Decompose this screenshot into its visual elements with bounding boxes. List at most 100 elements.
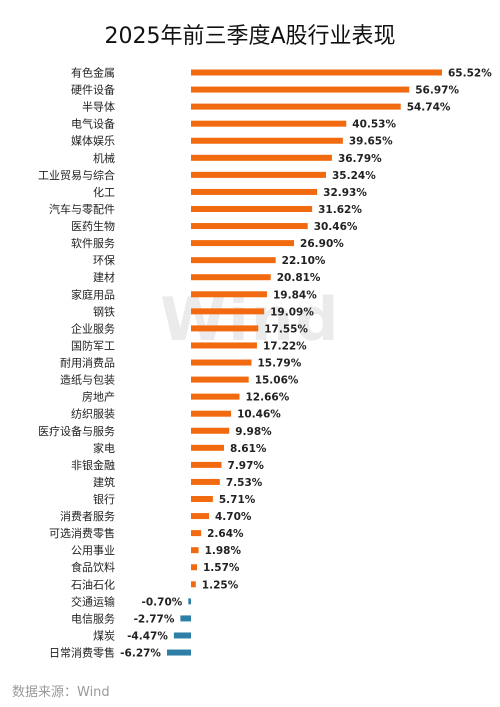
source-note: 数据来源：Wind bbox=[12, 685, 110, 700]
value-label-13: 19.84% bbox=[273, 289, 317, 301]
value-label-5: 36.79% bbox=[338, 153, 382, 165]
bar-13 bbox=[191, 291, 267, 298]
value-label-24: 7.53% bbox=[226, 477, 263, 489]
category-label-32: 电信服务 bbox=[71, 612, 115, 625]
category-label-31: 交通运输 bbox=[71, 594, 115, 608]
category-label-23: 非银金融 bbox=[71, 458, 115, 472]
category-label-0: 有色金属 bbox=[71, 66, 115, 80]
category-label-2: 半导体 bbox=[82, 100, 115, 114]
bar-16 bbox=[191, 342, 257, 349]
category-label-18: 造纸与包装 bbox=[60, 373, 115, 387]
value-label-22: 8.61% bbox=[230, 443, 267, 455]
category-label-34: 日常消费零售 bbox=[49, 646, 115, 660]
category-label-12: 建材 bbox=[93, 270, 115, 284]
value-label-25: 5.71% bbox=[219, 494, 256, 506]
value-label-26: 4.70% bbox=[215, 511, 252, 523]
value-label-4: 39.65% bbox=[349, 136, 393, 148]
value-label-33: -4.47% bbox=[127, 630, 168, 642]
bar-9 bbox=[191, 223, 308, 230]
bar-24 bbox=[191, 478, 220, 485]
category-label-9: 医药生物 bbox=[71, 219, 115, 233]
bar-30 bbox=[191, 581, 196, 588]
category-label-7: 化工 bbox=[93, 185, 115, 199]
bar-28 bbox=[191, 547, 199, 554]
value-label-12: 20.81% bbox=[277, 272, 321, 284]
category-label-17: 耐用消费品 bbox=[60, 356, 115, 370]
category-label-25: 银行 bbox=[93, 492, 115, 506]
bar-10 bbox=[191, 240, 295, 247]
category-label-15: 企业服务 bbox=[71, 321, 115, 335]
bar-2 bbox=[191, 103, 401, 110]
bar-25 bbox=[191, 496, 213, 502]
value-label-11: 22.10% bbox=[282, 255, 326, 267]
value-label-28: 1.98% bbox=[205, 545, 242, 557]
category-label-10: 软件服务 bbox=[71, 236, 115, 250]
bar-26 bbox=[191, 513, 210, 520]
category-label-29: 食品饮料 bbox=[71, 560, 115, 574]
category-label-5: 机械 bbox=[93, 151, 115, 165]
bar-32 bbox=[180, 615, 191, 622]
bar-31 bbox=[188, 598, 191, 605]
bar-8 bbox=[191, 205, 313, 212]
value-label-23: 7.97% bbox=[228, 460, 265, 472]
value-label-18: 15.06% bbox=[255, 375, 299, 387]
value-label-17: 15.79% bbox=[257, 358, 301, 370]
value-label-31: -0.70% bbox=[142, 596, 183, 608]
value-label-6: 35.24% bbox=[332, 170, 376, 182]
category-label-3: 电气设备 bbox=[71, 117, 115, 131]
category-label-28: 公用事业 bbox=[71, 544, 115, 557]
bar-23 bbox=[191, 461, 222, 468]
category-label-19: 房地产 bbox=[82, 390, 115, 404]
bar-6 bbox=[191, 171, 326, 178]
bar-34 bbox=[166, 649, 191, 656]
bar-21 bbox=[191, 427, 230, 434]
value-label-27: 2.64% bbox=[207, 528, 244, 540]
bar-11 bbox=[191, 257, 276, 264]
value-label-9: 30.46% bbox=[314, 221, 358, 233]
category-label-20: 纺织服装 bbox=[71, 407, 115, 421]
bar-15 bbox=[191, 325, 259, 332]
bar-17 bbox=[191, 359, 252, 366]
value-label-16: 17.22% bbox=[263, 340, 307, 352]
value-label-20: 10.46% bbox=[237, 409, 281, 421]
value-label-1: 56.97% bbox=[415, 85, 459, 97]
bar-20 bbox=[191, 410, 232, 417]
category-label-33: 煤炭 bbox=[93, 629, 115, 642]
value-label-8: 31.62% bbox=[318, 204, 362, 216]
value-label-29: 1.57% bbox=[203, 562, 240, 574]
value-label-10: 26.90% bbox=[300, 238, 344, 250]
value-label-15: 17.55% bbox=[264, 323, 308, 335]
bar-22 bbox=[191, 444, 224, 451]
value-label-3: 40.53% bbox=[352, 119, 396, 131]
category-label-8: 汽车与零配件 bbox=[49, 202, 115, 216]
value-label-19: 12.66% bbox=[246, 392, 290, 404]
category-label-14: 钢铁 bbox=[93, 305, 115, 318]
value-label-34: -6.27% bbox=[120, 648, 161, 660]
category-label-16: 国防军工 bbox=[71, 338, 115, 352]
category-label-22: 家电 bbox=[93, 441, 115, 455]
bar-12 bbox=[191, 274, 271, 281]
value-label-30: 1.25% bbox=[202, 579, 239, 591]
bar-18 bbox=[191, 376, 249, 383]
category-label-24: 建筑 bbox=[93, 475, 115, 489]
bar-3 bbox=[191, 120, 347, 127]
category-label-21: 医疗设备与服务 bbox=[38, 424, 115, 438]
bar-0 bbox=[191, 69, 442, 76]
bar-27 bbox=[191, 530, 202, 537]
bar-5 bbox=[191, 154, 332, 161]
chart-title: 2025年前三季度A股行业表现 bbox=[104, 24, 396, 49]
category-label-27: 可选消费零售 bbox=[49, 526, 115, 540]
category-label-1: 硬件设备 bbox=[71, 83, 115, 97]
bar-1 bbox=[191, 86, 410, 93]
bar-4 bbox=[191, 137, 343, 144]
value-label-0: 65.52% bbox=[448, 68, 492, 80]
category-label-26: 消费者服务 bbox=[60, 509, 115, 523]
category-label-6: 工业贸易与综合 bbox=[38, 168, 115, 182]
bar-14 bbox=[191, 308, 265, 315]
value-label-14: 19.09% bbox=[270, 306, 314, 318]
category-label-13: 家庭用品 bbox=[71, 287, 115, 301]
category-label-11: 环保 bbox=[93, 253, 115, 267]
value-label-21: 9.98% bbox=[235, 426, 272, 438]
